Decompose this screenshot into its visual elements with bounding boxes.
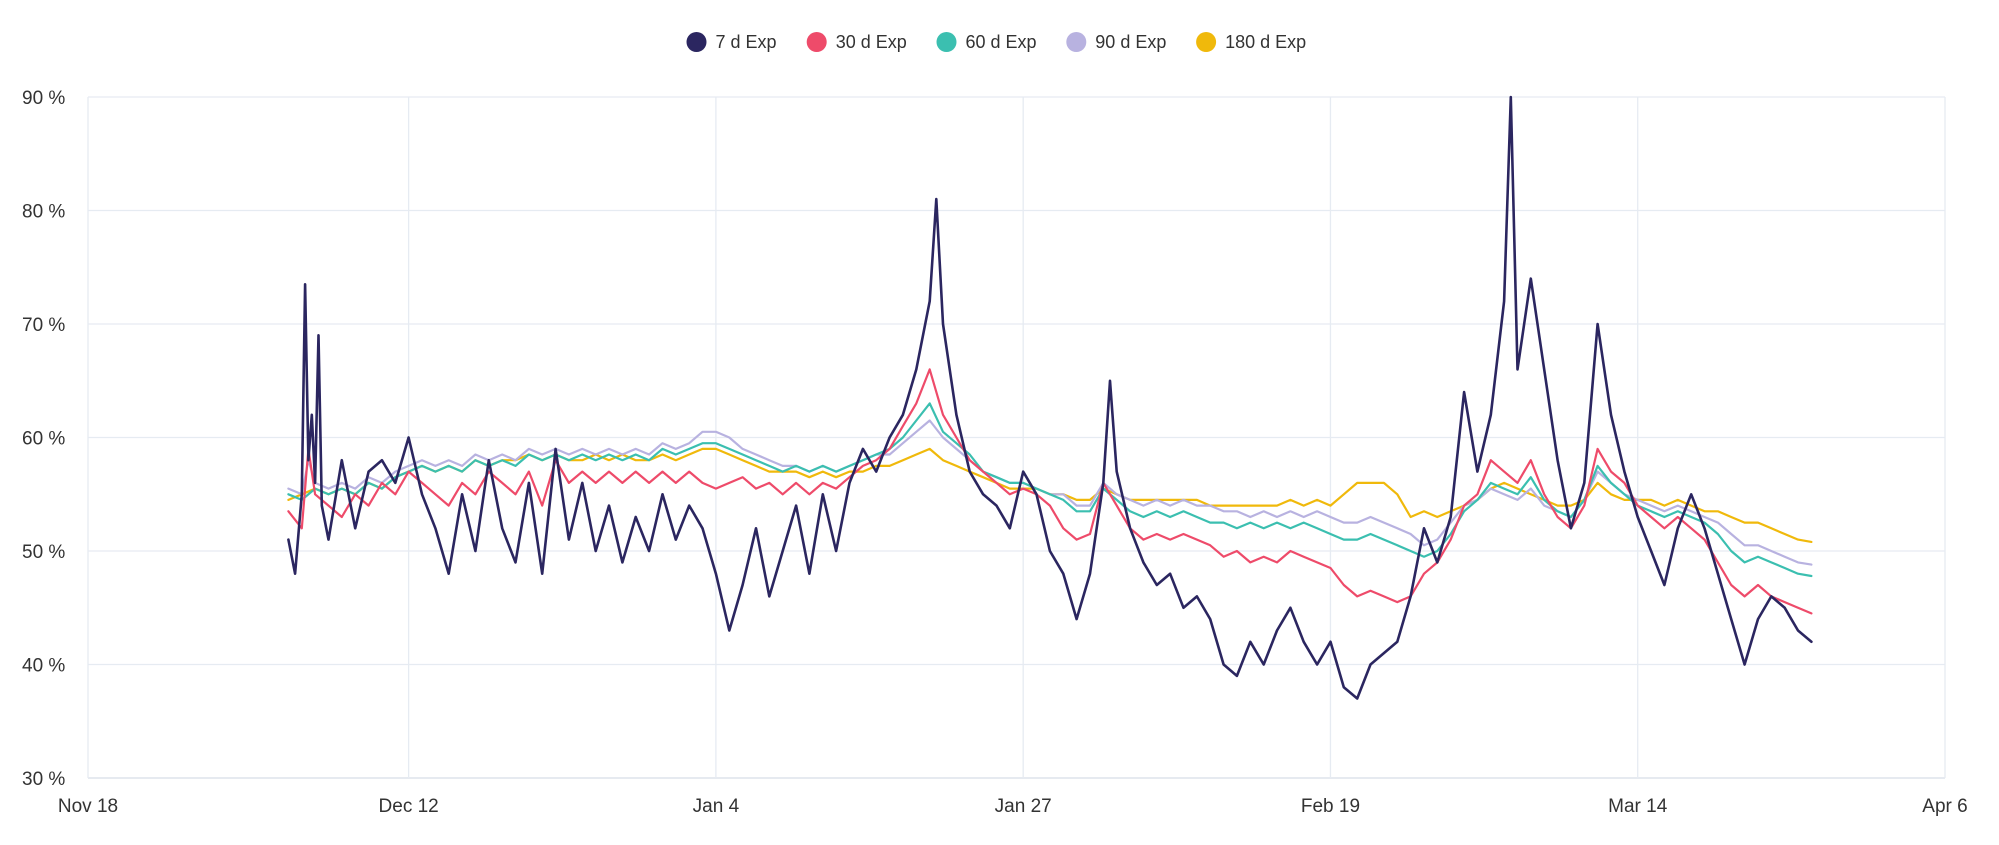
legend-label: 30 d Exp [836,32,907,52]
legend-item[interactable]: 90 d Exp [1066,32,1166,52]
y-tick-label: 50 % [22,542,65,563]
y-tick-label: 70 % [22,315,65,336]
x-tick-label: Apr 6 [1922,796,1967,817]
legend-swatch-icon [1066,32,1087,52]
grid [87,96,1946,779]
y-tick-label: 30 % [22,769,65,790]
y-tick-label: 90 % [22,88,65,109]
legend-label: 180 d Exp [1225,32,1306,52]
legend-item[interactable]: 7 d Exp [686,32,777,52]
y-tick-label: 80 % [22,202,65,223]
y-tick-label: 40 % [22,656,65,677]
x-axis: Nov 18 Dec 12 Jan 4 Jan 27 Feb 19 Mar 14 Apr 6 [58,796,1968,817]
y-tick-label: 60 % [22,429,65,450]
legend-item[interactable]: 180 d Exp [1196,32,1306,52]
legend-item[interactable]: 30 d Exp [806,32,907,52]
series-line-7-d-exp [287,95,1813,700]
legend-label: 7 d Exp [716,32,777,52]
legend: 7 d Exp 30 d Exp 60 d Exp 90 d Exp 180 d Exp [686,32,1306,52]
legend-swatch-icon [1196,32,1217,52]
x-tick-label: Jan 27 [995,796,1052,817]
y-axis: 30 % 40 % 50 % 60 % 70 % 80 % 90 % [22,88,65,790]
series-group [287,95,1813,700]
legend-swatch-icon [936,32,957,52]
series-line-60-d-exp [287,402,1813,578]
x-tick-label: Jan 4 [693,796,740,817]
x-tick-label: Mar 14 [1608,796,1668,817]
x-tick-label: Feb 19 [1301,796,1360,817]
legend-swatch-icon [806,32,827,52]
legend-label: 60 d Exp [966,32,1037,52]
x-tick-label: Nov 18 [58,796,118,817]
x-tick-label: Dec 12 [379,796,439,817]
series-line-30-d-exp [287,368,1813,615]
legend-item[interactable]: 60 d Exp [936,32,1037,52]
legend-label: 90 d Exp [1095,32,1166,52]
legend-swatch-icon [686,32,707,52]
